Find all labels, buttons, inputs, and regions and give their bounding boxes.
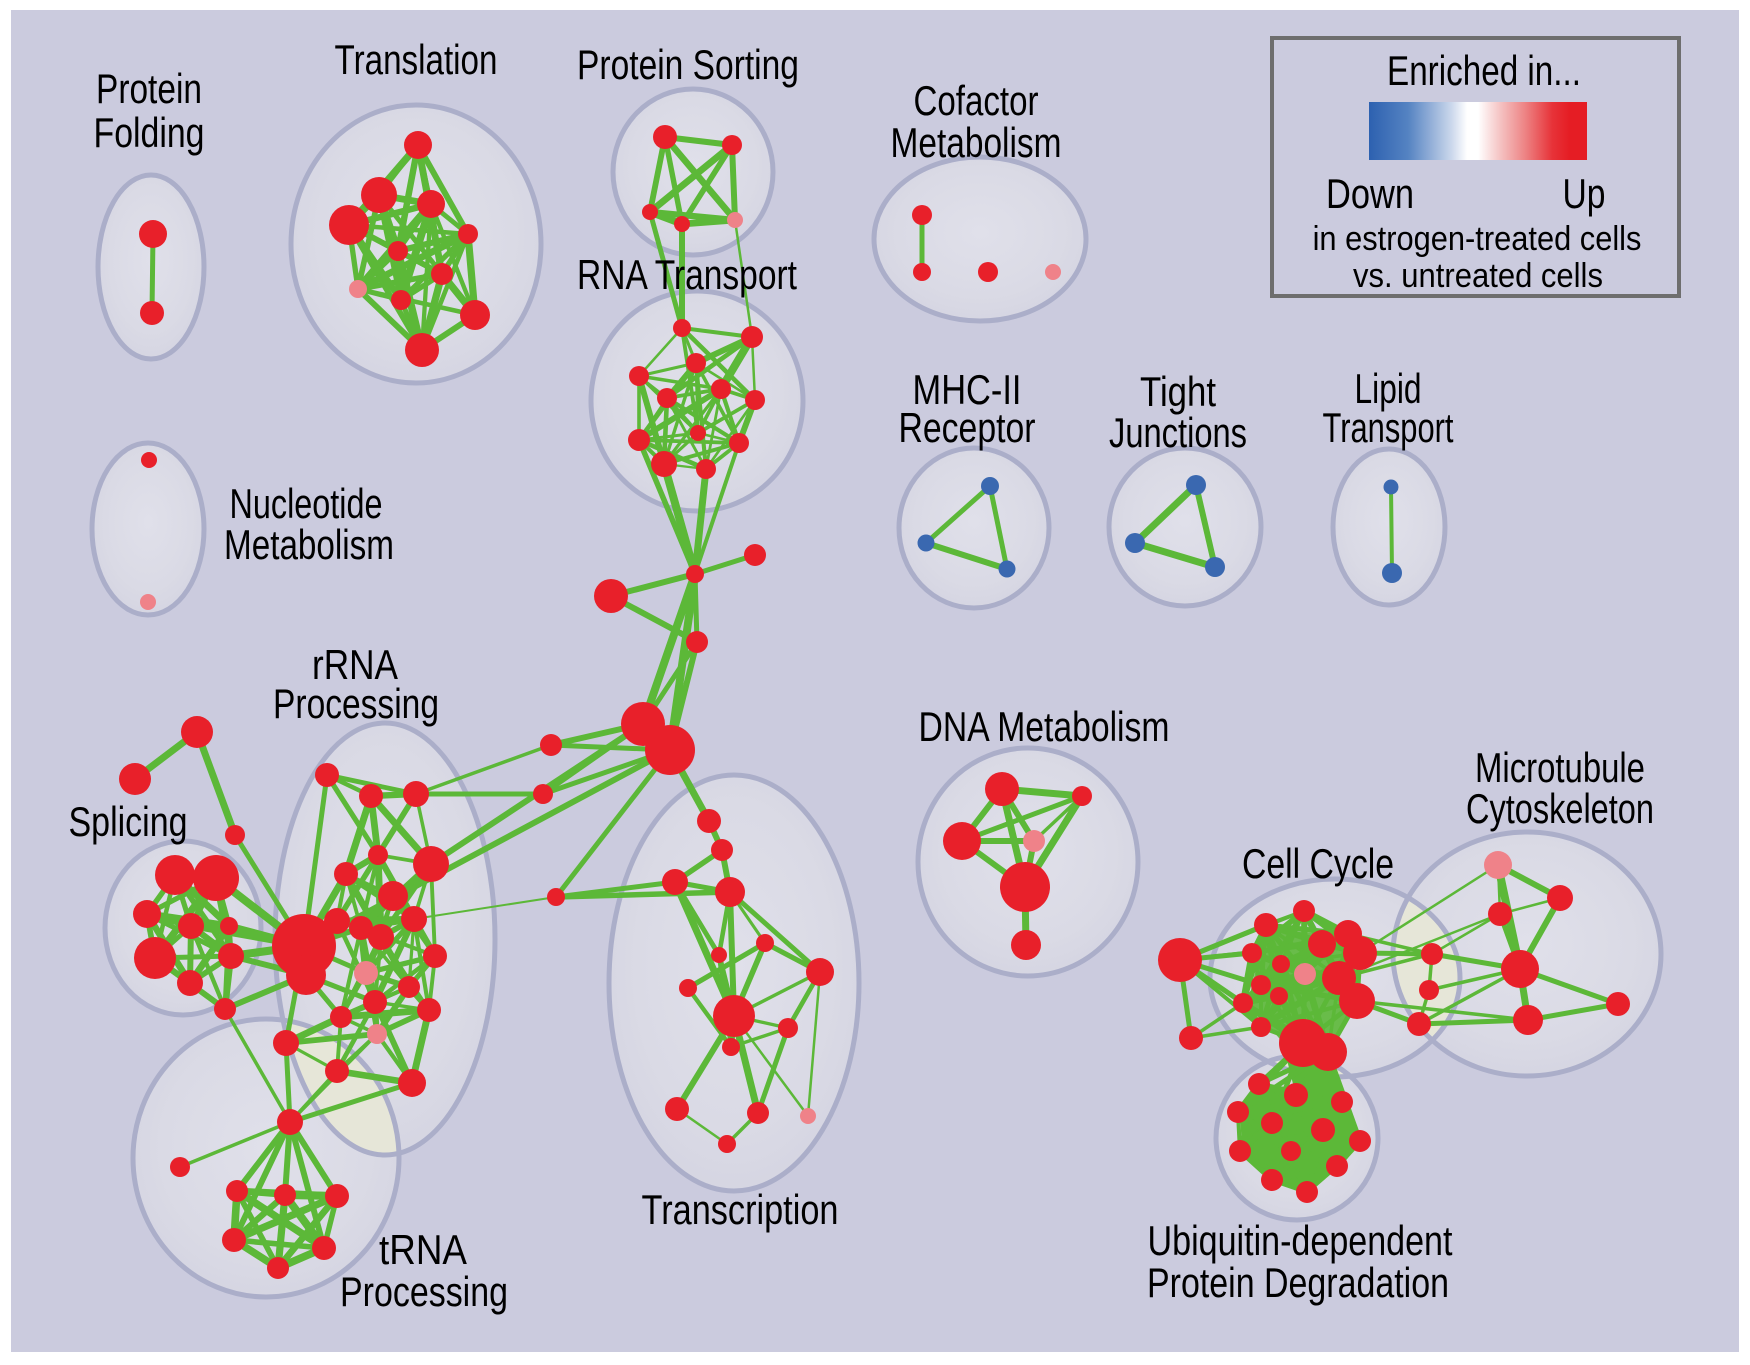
svg-text:Microtubule: Microtubule bbox=[1475, 744, 1645, 791]
svg-text:Junctions: Junctions bbox=[1109, 409, 1247, 456]
svg-text:Metabolism: Metabolism bbox=[891, 120, 1062, 166]
svg-text:Protein Sorting: Protein Sorting bbox=[577, 43, 799, 89]
svg-text:Splicing: Splicing bbox=[69, 799, 188, 846]
svg-text:Enriched in...: Enriched in... bbox=[1387, 48, 1581, 95]
svg-text:rRNA: rRNA bbox=[312, 642, 398, 689]
svg-text:MHC-II: MHC-II bbox=[913, 367, 1022, 414]
svg-text:tRNA: tRNA bbox=[379, 1227, 468, 1274]
svg-text:Cytoskeleton: Cytoskeleton bbox=[1466, 785, 1654, 832]
svg-text:Protein: Protein bbox=[96, 66, 202, 112]
svg-text:Nucleotide: Nucleotide bbox=[230, 480, 383, 527]
svg-text:Up: Up bbox=[1563, 172, 1606, 218]
svg-text:DNA Metabolism: DNA Metabolism bbox=[919, 705, 1170, 751]
svg-text:Folding: Folding bbox=[94, 110, 205, 157]
svg-text:vs. untreated cells: vs. untreated cells bbox=[1353, 257, 1603, 295]
svg-text:Cofactor: Cofactor bbox=[914, 78, 1039, 125]
svg-text:Lipid: Lipid bbox=[1355, 365, 1422, 412]
svg-text:Translation: Translation bbox=[335, 37, 498, 84]
svg-text:Processing: Processing bbox=[273, 682, 439, 728]
svg-text:Processing: Processing bbox=[340, 1269, 508, 1316]
svg-text:RNA Transport: RNA Transport bbox=[577, 253, 797, 299]
svg-text:Transport: Transport bbox=[1323, 404, 1454, 451]
svg-text:Down: Down bbox=[1326, 171, 1414, 218]
svg-text:Tight: Tight bbox=[1140, 369, 1216, 416]
svg-text:Protein Degradation: Protein Degradation bbox=[1147, 1260, 1449, 1307]
svg-text:Transcription: Transcription bbox=[642, 1187, 839, 1234]
svg-text:Ubiquitin-dependent: Ubiquitin-dependent bbox=[1148, 1218, 1453, 1265]
svg-text:Cell Cycle: Cell Cycle bbox=[1242, 842, 1394, 888]
svg-text:in estrogen-treated cells: in estrogen-treated cells bbox=[1313, 220, 1642, 258]
svg-text:Metabolism: Metabolism bbox=[224, 522, 394, 569]
svg-text:Receptor: Receptor bbox=[899, 406, 1036, 452]
